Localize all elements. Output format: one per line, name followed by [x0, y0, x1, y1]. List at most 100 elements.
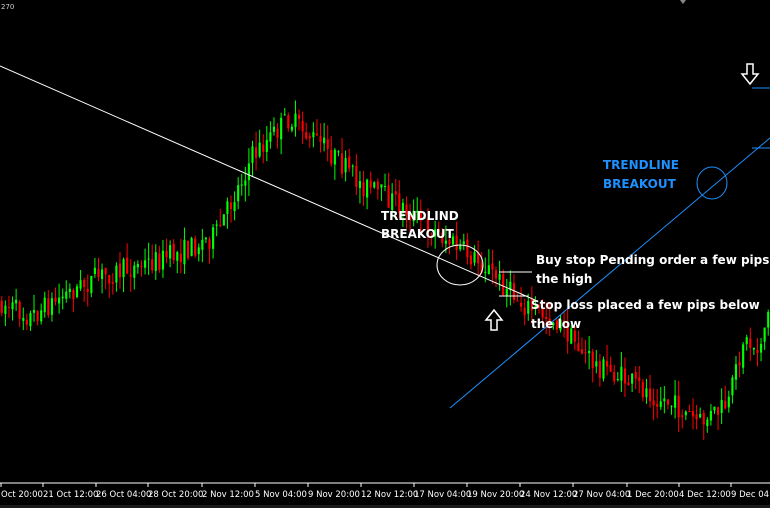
candle-body	[340, 153, 344, 174]
candle-body	[681, 415, 684, 418]
candle-body	[254, 147, 258, 158]
candle-body	[32, 309, 36, 313]
candle-body	[72, 290, 75, 300]
candle-body	[369, 180, 372, 188]
candle-body	[358, 181, 362, 188]
x-tick-label: 5 Nov 04:00	[255, 490, 307, 500]
candle-body	[165, 250, 168, 258]
candle-body	[79, 280, 82, 289]
candle-body	[702, 412, 705, 425]
candle-body	[366, 179, 369, 198]
candle-body	[0, 300, 3, 313]
candle-body	[548, 318, 551, 326]
annotation-buystop-1: Buy stop Pending order a few pips	[536, 253, 769, 267]
annotation-trendlind-2: BREAKOUT	[381, 227, 455, 241]
candle-body	[727, 396, 730, 408]
candle-body	[605, 360, 609, 367]
candle-body	[36, 311, 39, 322]
candle-body	[83, 280, 86, 287]
candle-body	[666, 399, 670, 405]
candle-body	[269, 132, 272, 142]
candle-body	[537, 305, 541, 308]
candle-body	[154, 252, 157, 272]
candle-body	[172, 243, 175, 261]
annotation-stoploss-2: the low	[531, 317, 581, 331]
candle-body	[509, 281, 512, 290]
candle-body	[326, 139, 329, 149]
candle-body	[462, 241, 465, 245]
candle-body	[247, 163, 250, 181]
candle-body	[65, 291, 68, 299]
candle-body	[416, 210, 419, 213]
candle-body	[143, 260, 147, 268]
candle-body	[767, 312, 770, 328]
candle-body	[312, 132, 315, 138]
candle-body	[115, 265, 118, 283]
x-tick-label: 21 Oct 12:00	[43, 490, 98, 500]
candle-body	[516, 300, 519, 302]
candle-body	[731, 377, 734, 396]
candle-body	[749, 338, 752, 348]
x-tick-label: 1 Dec 20:00	[627, 490, 679, 500]
candle-body	[613, 371, 616, 382]
candle-body	[18, 301, 21, 319]
arrow-up-icon	[484, 308, 504, 331]
candle-body	[473, 252, 476, 263]
candle-body	[54, 297, 57, 302]
descending-trendline[interactable]	[0, 65, 536, 301]
x-tick-label: 2 Nov 12:00	[202, 490, 254, 500]
candle-body	[240, 184, 243, 186]
candle-body	[412, 210, 415, 222]
candle-body	[627, 382, 630, 386]
candle-body	[179, 253, 182, 263]
candle-body	[645, 388, 648, 398]
candle-body	[287, 115, 290, 129]
candle-body	[294, 113, 297, 128]
candle-body	[738, 362, 741, 366]
candle-body	[674, 395, 677, 408]
candle-body	[22, 317, 25, 321]
candle-body	[233, 202, 236, 212]
x-tick-label: Oct 20:00	[1, 490, 43, 500]
candle-body	[562, 320, 566, 326]
candle-body	[763, 327, 766, 342]
candle-body	[505, 288, 508, 297]
top-marker-icon	[680, 0, 686, 4]
bottom-scrollbar[interactable]	[0, 505, 770, 508]
candle-body	[215, 224, 218, 226]
candle-body	[29, 313, 32, 327]
candle-body	[759, 343, 763, 353]
candle-body	[280, 117, 283, 140]
candle-body	[319, 136, 322, 142]
candle-body	[709, 410, 712, 421]
candle-body	[201, 239, 204, 250]
ascending-trendline[interactable]	[449, 137, 770, 409]
candle-body	[469, 255, 473, 265]
candle-body	[502, 274, 505, 296]
candle-body	[333, 149, 336, 165]
arrow-down-icon	[740, 63, 760, 86]
candle-body	[459, 245, 462, 250]
x-tick-label: 24 Nov 12:00	[520, 490, 577, 500]
candle-body	[43, 297, 46, 313]
candle-body	[724, 400, 727, 409]
candle-body	[212, 227, 215, 249]
candle-body	[151, 259, 154, 271]
candle-body	[742, 344, 745, 368]
candle-body	[133, 265, 136, 278]
candle-body	[530, 298, 533, 311]
candle-body	[752, 347, 755, 350]
x-tick-label: 9 Nov 20:00	[308, 490, 360, 500]
candle-body	[40, 310, 43, 322]
candle-body	[419, 212, 422, 221]
candle-body	[265, 139, 268, 153]
candle-body	[408, 215, 412, 221]
candle-body	[11, 302, 14, 310]
candle-body	[376, 181, 379, 190]
candle-body	[147, 258, 150, 260]
candle-body	[734, 364, 738, 380]
candle-body	[559, 319, 562, 331]
